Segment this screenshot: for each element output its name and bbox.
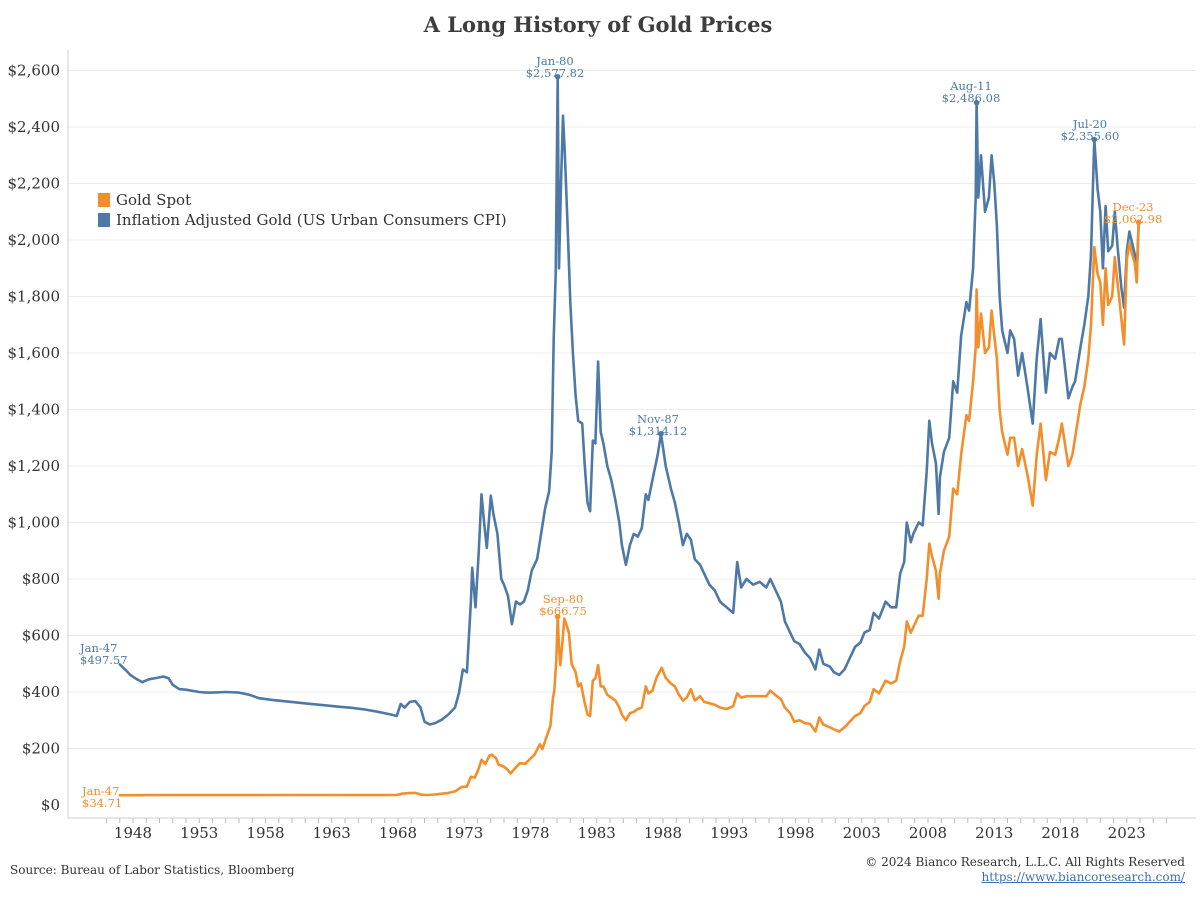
source-note: Source: Bureau of Labor Statistics, Bloo… [10,863,295,877]
x-tick-label: 1973 [445,824,483,842]
y-tick-label: $1,800 [8,288,61,306]
footer-credits: © 2024 Bianco Research, L.L.C. All Right… [865,855,1185,885]
annotation-value: $497.57 [80,653,128,667]
website-link[interactable]: https://www.biancoresearch.com/ [981,870,1185,884]
x-tick-label: 2013 [975,824,1013,842]
y-tick-label: $400 [22,683,60,701]
y-tick-label: $600 [22,627,60,645]
x-tick-label: 2008 [909,824,947,842]
y-tick-label: $800 [22,570,60,588]
x-tick-label: 1993 [710,824,748,842]
x-tick-label: 1963 [313,824,351,842]
legend-label: Gold Spot [116,191,191,209]
y-tick-label: $1,400 [8,401,61,419]
y-tick-label: $2,200 [8,175,61,193]
annotation-value: $34.71 [82,796,122,810]
annotation-value: $666.75 [539,604,587,618]
x-tick-label: 1968 [379,824,417,842]
gold-spot-line [118,220,1140,797]
annotation-marker [554,73,561,80]
y-tick-label: $200 [22,740,60,758]
x-tick-label: 2018 [1041,824,1079,842]
y-tick-label: $2,400 [8,118,61,136]
annotations: Jan-47$34.71Sep-80$666.75Dec-23$2,062.98… [79,54,1162,810]
legend-swatch [98,193,110,207]
annotation-marker [658,430,664,437]
annotation-marker [973,99,980,106]
x-tick-label: 1958 [246,824,284,842]
y-tick-label: $1,200 [8,457,61,475]
annotation-marker [1091,136,1098,143]
annotation-marker [1135,219,1142,226]
y-tick-label: $0 [41,796,60,814]
annotation-date: Jan-47 [81,784,119,798]
annotation-date: Jan-47 [79,641,117,655]
y-tick-label: $1,000 [8,514,61,532]
annotation-value: $2,062.98 [1104,212,1163,226]
y-tick-label: $2,600 [8,62,61,80]
y-tick-label: $1,600 [8,344,61,362]
annotation-date: Nov-87 [637,412,679,426]
axes: $0 $200 $400 $600 $800 $1,000 $1,200 $1,400 $1,6… [8,50,1196,842]
annotation-value: $2,486.08 [942,91,1001,105]
x-tick-label: 1983 [578,824,616,842]
annotation-date: Jul-20 [1072,117,1107,131]
y-tick-label: $2,000 [8,231,61,249]
x-tick-label: 2003 [843,824,881,842]
x-tick-label: 1998 [776,824,814,842]
annotation-value: $2,355.60 [1061,129,1120,143]
annotation-date: Aug-11 [949,79,992,93]
legend-swatch [98,213,110,227]
annotation-marker [554,613,561,620]
chart-title: A Long History of Gold Prices [423,12,773,37]
series-lines [118,75,1140,797]
x-tick-label: 1948 [114,824,152,842]
copyright-text: © 2024 Bianco Research, L.L.C. All Right… [865,855,1185,869]
annotation-value: $1,314.12 [629,424,688,438]
x-tick-label: 1988 [644,824,682,842]
grid [68,70,1196,749]
inflation-adjusted-gold-line [118,75,1140,726]
annotation-date: Dec-23 [1113,200,1154,214]
x-tick-label: 2023 [1108,824,1146,842]
legend: Gold Spot Inflation Adjusted Gold (US Urb… [98,191,507,229]
legend-label: Inflation Adjusted Gold (US Urban Consum… [116,211,507,229]
x-tick-label: 1978 [511,824,549,842]
annotation-date: Sep-80 [543,592,584,606]
annotation-date: Jan-80 [535,54,573,68]
x-tick-label: 1953 [180,824,218,842]
annotation-value: $2,577.82 [526,66,585,80]
